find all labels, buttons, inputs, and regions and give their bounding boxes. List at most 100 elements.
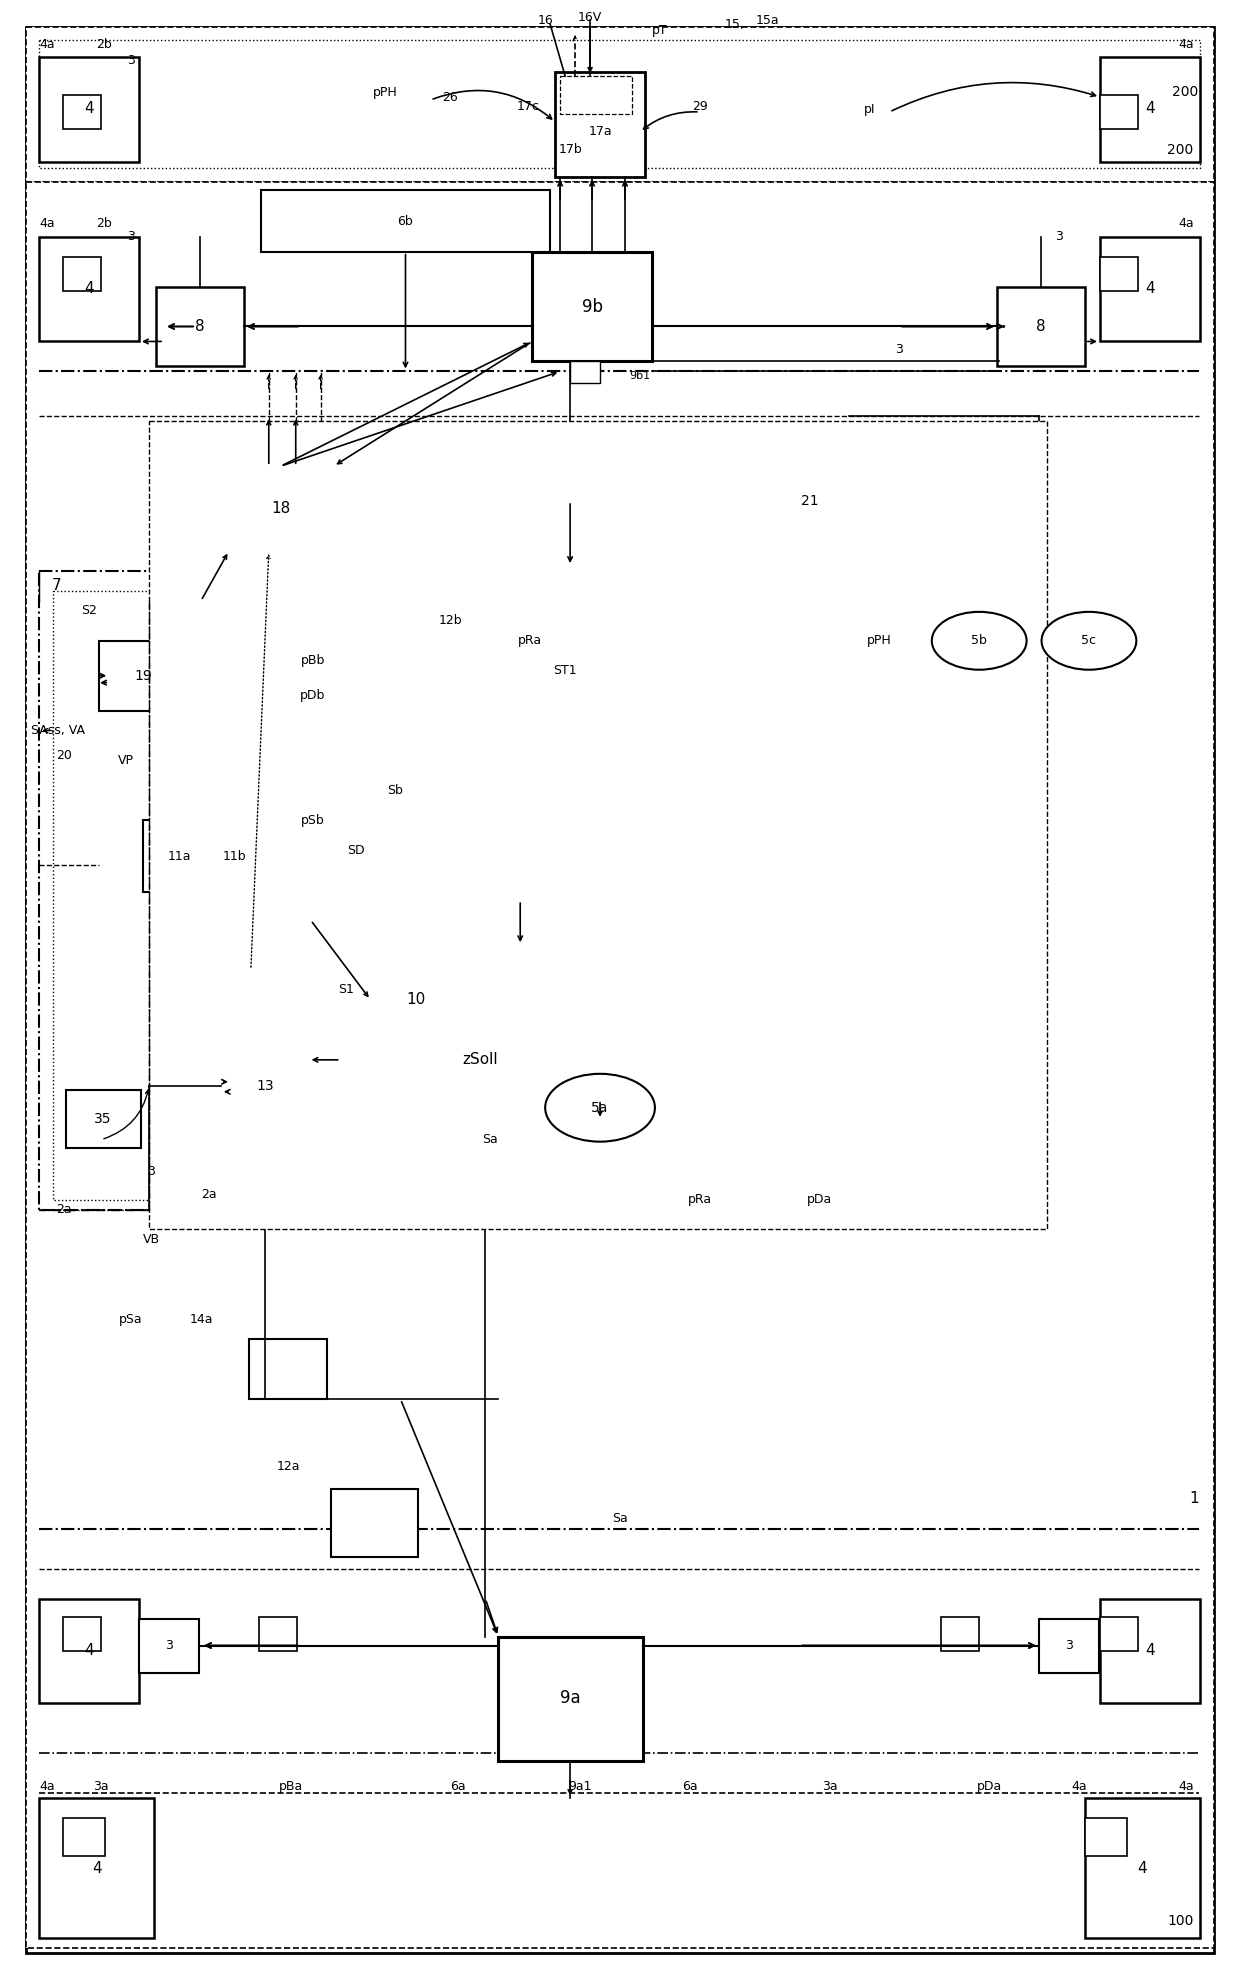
Text: pPH: pPH: [373, 85, 398, 99]
Text: pBa: pBa: [279, 1780, 303, 1792]
Text: 14a: 14a: [190, 1312, 213, 1326]
Text: 4a: 4a: [40, 38, 55, 51]
Bar: [63, 257, 102, 290]
Bar: [53, 591, 311, 1199]
Text: 26: 26: [443, 91, 459, 103]
Bar: [1100, 95, 1138, 128]
Text: 5b: 5b: [971, 634, 987, 648]
Bar: [40, 571, 324, 1209]
Text: 20: 20: [56, 749, 72, 763]
Text: pRa: pRa: [518, 634, 542, 648]
Bar: [66, 1091, 141, 1148]
Text: 4: 4: [1145, 101, 1154, 117]
Ellipse shape: [546, 1073, 655, 1142]
Text: pI: pI: [864, 103, 875, 117]
Text: 18: 18: [272, 500, 290, 516]
Bar: [26, 182, 1214, 1948]
Text: SD: SD: [347, 844, 365, 858]
Text: 15,: 15,: [725, 18, 745, 32]
Bar: [598, 81, 626, 109]
Text: 3a: 3a: [93, 1780, 109, 1792]
Text: pRa: pRa: [688, 1194, 712, 1205]
Text: 17c: 17c: [517, 101, 539, 113]
Text: 4a: 4a: [1178, 217, 1194, 231]
Text: 3: 3: [148, 1166, 155, 1178]
Bar: [1085, 1798, 1199, 1938]
Bar: [560, 75, 632, 115]
Text: 9b: 9b: [582, 298, 603, 316]
Text: 4: 4: [1145, 281, 1154, 296]
Text: 10: 10: [405, 992, 425, 1008]
Text: VB: VB: [143, 1233, 160, 1247]
Text: 5c: 5c: [1081, 634, 1096, 648]
Bar: [40, 40, 1199, 168]
Bar: [1100, 237, 1199, 342]
Text: 4a: 4a: [1071, 1780, 1086, 1792]
Bar: [259, 571, 637, 1209]
Bar: [26, 28, 1214, 182]
Text: 17a: 17a: [588, 124, 611, 138]
Bar: [63, 1818, 105, 1855]
Text: Sb: Sb: [388, 784, 403, 796]
Text: 2b: 2b: [97, 38, 112, 51]
Text: 4a: 4a: [40, 217, 55, 231]
Bar: [149, 421, 1047, 1229]
Text: 11b: 11b: [223, 850, 247, 864]
Bar: [40, 1798, 154, 1938]
Text: 4: 4: [84, 1642, 94, 1658]
Bar: [1039, 1618, 1099, 1674]
Ellipse shape: [1042, 613, 1136, 670]
Bar: [221, 1049, 309, 1122]
Bar: [570, 362, 600, 383]
Text: 3: 3: [895, 344, 903, 356]
Text: 6a: 6a: [450, 1780, 466, 1792]
Text: S2: S2: [81, 605, 97, 617]
Text: 21: 21: [801, 494, 818, 508]
Text: 200: 200: [1173, 85, 1199, 99]
Bar: [486, 565, 554, 765]
Text: 4: 4: [84, 101, 94, 117]
Ellipse shape: [931, 613, 1027, 670]
Bar: [260, 190, 551, 251]
Text: 9b1: 9b1: [630, 371, 651, 381]
Text: 15a: 15a: [756, 14, 780, 26]
Bar: [259, 1616, 296, 1650]
Text: 4a: 4a: [1178, 38, 1194, 51]
Text: 9a1: 9a1: [568, 1780, 591, 1792]
Text: 29: 29: [692, 101, 708, 113]
Text: 2b: 2b: [97, 217, 112, 231]
Text: 19: 19: [134, 668, 153, 682]
Bar: [40, 57, 139, 162]
Text: 3: 3: [128, 229, 135, 243]
Text: 100: 100: [1167, 1915, 1194, 1929]
Text: 4: 4: [1137, 1861, 1147, 1875]
Bar: [63, 95, 102, 128]
Text: Sa: Sa: [613, 1512, 627, 1525]
Text: pBb: pBb: [300, 654, 325, 668]
Text: Sa: Sa: [482, 1132, 498, 1146]
Bar: [331, 1488, 418, 1557]
Bar: [63, 1616, 102, 1650]
Text: 2a: 2a: [56, 1203, 72, 1215]
Text: 3: 3: [1055, 229, 1063, 243]
Bar: [532, 251, 652, 362]
Text: pDa: pDa: [977, 1780, 1002, 1792]
Text: 35: 35: [94, 1112, 112, 1126]
Text: S1: S1: [337, 984, 353, 996]
Bar: [1100, 257, 1138, 290]
Text: 2a: 2a: [201, 1188, 217, 1201]
Text: 7: 7: [51, 579, 61, 593]
Bar: [143, 820, 270, 893]
Bar: [99, 640, 187, 711]
Bar: [229, 466, 334, 551]
Bar: [556, 71, 645, 176]
Bar: [40, 237, 139, 342]
Text: 12a: 12a: [277, 1460, 300, 1474]
Text: 4: 4: [92, 1861, 102, 1875]
Text: 6b: 6b: [398, 215, 413, 227]
Text: 11a: 11a: [167, 850, 191, 864]
Bar: [249, 1340, 326, 1399]
Bar: [40, 1599, 139, 1703]
Text: pPH: pPH: [867, 634, 892, 648]
Text: ST1: ST1: [553, 664, 577, 678]
